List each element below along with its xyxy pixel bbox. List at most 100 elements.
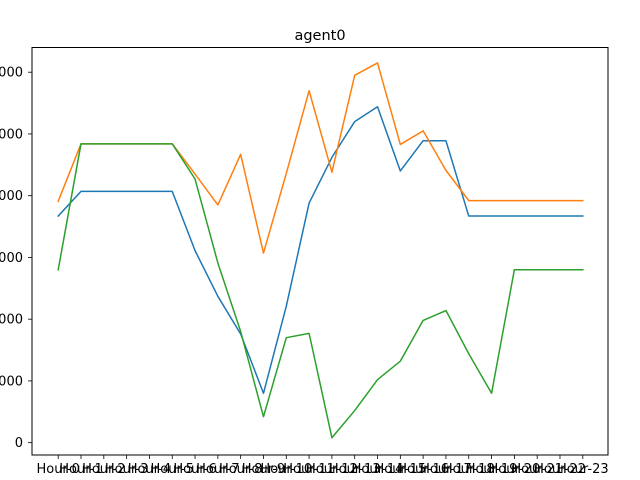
x-tick-label: Hour-18: [443, 462, 495, 477]
data-point-series-green-10: [285, 336, 288, 339]
data-point-series-green-18: [467, 352, 470, 355]
x-tick-label: Hour-23: [557, 462, 609, 477]
data-point-series-green-20: [513, 268, 516, 271]
data-point-series-blue-13: [353, 120, 356, 123]
data-point-series-green-1: [80, 142, 83, 145]
data-point-series-blue-7: [216, 295, 219, 298]
data-point-series-orange-14: [376, 61, 379, 64]
data-point-series-blue-22: [558, 215, 561, 218]
x-tick-label: Hour-22: [534, 462, 586, 477]
chart-title: agent0: [294, 28, 345, 44]
y-tick-label: 000: [0, 127, 23, 142]
x-tick-label: Hour-1: [59, 462, 102, 477]
x-tick-label: Hour-9: [242, 462, 285, 477]
series-line-series-orange: [57, 62, 584, 254]
y-tick-label: 000: [0, 313, 23, 328]
data-point-series-green-12: [330, 436, 333, 439]
y-tick-label: 000: [0, 251, 23, 266]
data-point-series-orange-22: [558, 199, 561, 202]
data-point-series-green-14: [376, 378, 379, 381]
data-point-series-orange-13: [353, 74, 356, 77]
data-point-series-blue-18: [467, 215, 470, 218]
x-tick-label: Hour-4: [128, 462, 171, 477]
data-point-series-orange-9: [262, 252, 265, 255]
data-point-series-green-13: [353, 409, 356, 412]
data-point-series-blue-0: [57, 215, 60, 218]
data-point-series-green-0: [57, 268, 60, 271]
data-point-series-green-22: [558, 268, 561, 271]
y-tick-label: 000: [0, 374, 23, 389]
data-point-series-green-21: [536, 268, 539, 271]
data-point-series-blue-10: [285, 305, 288, 308]
data-point-series-blue-2: [102, 190, 105, 193]
data-point-series-green-2: [102, 142, 105, 145]
data-point-series-orange-18: [467, 199, 470, 202]
data-point-series-blue-9: [262, 392, 265, 395]
x-tick-label: Hour-13: [329, 462, 381, 477]
data-point-series-green-4: [148, 142, 151, 145]
data-point-series-blue-17: [444, 139, 447, 142]
x-tick-label: Hour-6: [173, 462, 216, 477]
x-tick-label: Hour-20: [489, 462, 541, 477]
data-point-series-green-5: [171, 142, 174, 145]
x-tick-label: Hour-21: [511, 462, 563, 477]
data-point-series-blue-3: [125, 190, 128, 193]
data-point-series-orange-19: [490, 199, 493, 202]
data-point-series-blue-23: [581, 215, 584, 218]
plot-frame: [31, 47, 609, 456]
y-tick-label: 000: [0, 189, 23, 204]
data-point-series-green-15: [399, 360, 402, 363]
x-tick-label: Hour-2: [82, 462, 125, 477]
series-layer: [57, 61, 584, 439]
data-point-series-blue-11: [308, 202, 311, 205]
data-point-series-blue-21: [536, 215, 539, 218]
x-tick-label: Hour-14: [352, 462, 404, 477]
x-tick-label: Hour-15: [374, 462, 426, 477]
data-point-series-blue-16: [422, 139, 425, 142]
data-point-series-orange-16: [422, 129, 425, 132]
data-point-series-blue-1: [80, 190, 83, 193]
data-point-series-blue-20: [513, 215, 516, 218]
data-point-series-blue-19: [490, 215, 493, 218]
data-point-series-orange-10: [285, 172, 288, 175]
data-point-series-green-16: [422, 319, 425, 322]
y-tick-label: 000: [0, 66, 23, 81]
data-point-series-green-9: [262, 415, 265, 418]
x-tick-label: Hour-0: [36, 462, 79, 477]
data-point-series-orange-21: [536, 199, 539, 202]
data-point-series-orange-20: [513, 199, 516, 202]
data-point-series-orange-8: [239, 153, 242, 156]
data-point-series-orange-23: [581, 199, 584, 202]
data-point-series-green-19: [490, 392, 493, 395]
x-tick-label: Hour-7: [196, 462, 239, 477]
x-tick-label: Hour-19: [466, 462, 518, 477]
data-point-series-blue-14: [376, 105, 379, 108]
data-point-series-green-7: [216, 261, 219, 264]
data-point-series-orange-12: [330, 171, 333, 174]
data-point-series-orange-6: [194, 173, 197, 176]
data-point-series-blue-6: [194, 249, 197, 252]
x-tick-label: Hour-3: [105, 462, 148, 477]
data-point-series-orange-15: [399, 143, 402, 146]
data-point-series-orange-17: [444, 169, 447, 172]
x-tick-label: Hour-10: [260, 462, 312, 477]
x-tick-label: Hour-12: [306, 462, 358, 477]
x-tick-label: Hour-11: [283, 462, 335, 477]
data-point-series-orange-11: [308, 89, 311, 92]
x-tick-label: Hour-16: [397, 462, 449, 477]
x-tick-label: Hour-17: [420, 462, 472, 477]
data-point-series-green-3: [125, 142, 128, 145]
axis-layer: Hour-0Hour-1Hour-2Hour-3Hour-4Hour-5Hour…: [0, 66, 609, 477]
x-tick-label: Hour-8: [219, 462, 262, 477]
x-tick-label: Hour-5: [151, 462, 194, 477]
data-point-series-blue-4: [148, 190, 151, 193]
data-point-series-blue-15: [399, 169, 402, 172]
series-line-series-green: [57, 143, 584, 439]
data-point-series-blue-12: [330, 156, 333, 159]
data-point-series-orange-0: [57, 200, 60, 203]
y-tick-label: 0: [15, 436, 23, 451]
series-line-series-blue: [57, 106, 584, 395]
data-point-series-green-23: [581, 268, 584, 271]
data-point-series-blue-5: [171, 190, 174, 193]
